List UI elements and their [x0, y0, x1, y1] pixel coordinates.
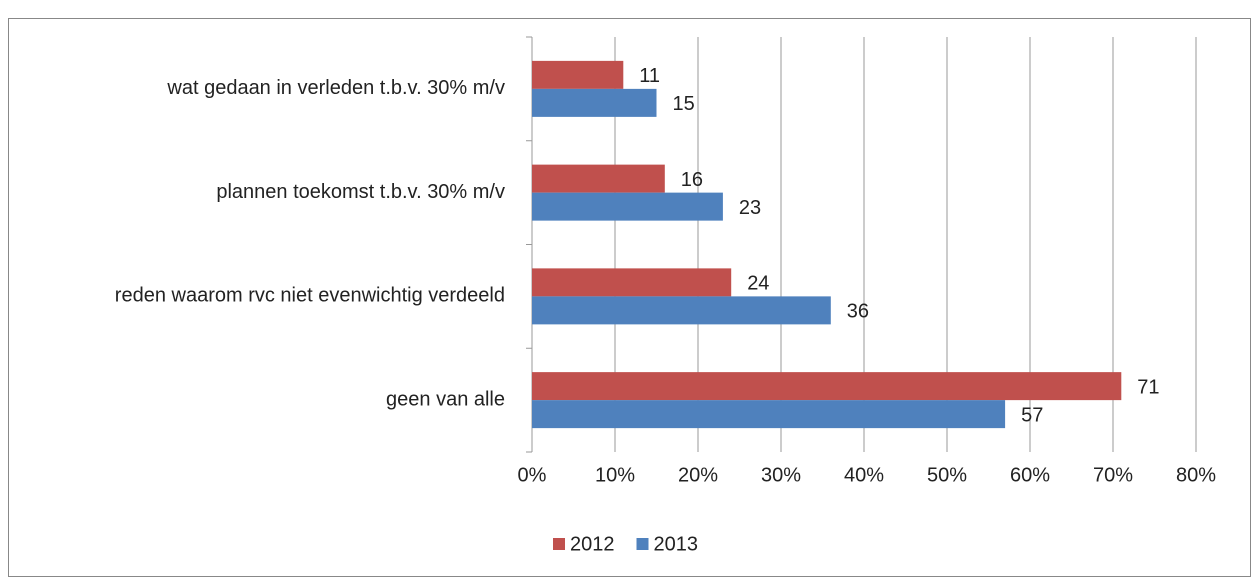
bar	[532, 400, 1006, 429]
data-label: 15	[673, 93, 695, 115]
x-tick-label: 80%	[1176, 464, 1216, 486]
data-label: 24	[747, 273, 769, 295]
data-label: 11	[639, 65, 660, 87]
bar	[532, 296, 831, 325]
bar	[532, 60, 624, 89]
bar	[532, 88, 657, 117]
x-tick-label: 20%	[678, 464, 718, 486]
x-tick-label: 50%	[927, 464, 967, 486]
data-label: 57	[1021, 404, 1043, 426]
legend-label: 2013	[654, 533, 699, 555]
x-tick-label: 60%	[1010, 464, 1050, 486]
bar	[532, 192, 723, 221]
y-tick-label: wat gedaan in verleden t.b.v. 30% m/v	[166, 77, 505, 99]
legend-swatch	[636, 538, 649, 550]
bar	[532, 268, 732, 297]
data-label: 36	[847, 301, 869, 323]
data-label: 71	[1137, 376, 1159, 398]
legend-swatch	[553, 538, 565, 550]
x-tick-label: 30%	[761, 464, 801, 486]
x-tick-label: 70%	[1093, 464, 1133, 486]
data-label: 23	[739, 197, 761, 219]
legend-label: 2012	[570, 533, 615, 555]
y-tick-label: plannen toekomst t.b.v. 30% m/v	[216, 181, 505, 203]
x-tick-label: 40%	[844, 464, 884, 486]
x-tick-label: 10%	[595, 464, 635, 486]
y-tick-label: geen van alle	[386, 388, 505, 410]
y-tick-label: reden waarom rvc niet evenwichtig verdee…	[115, 285, 505, 307]
x-tick-label: 0%	[518, 464, 547, 486]
data-label: 16	[681, 169, 703, 191]
bar	[532, 372, 1122, 401]
bar	[532, 164, 665, 193]
